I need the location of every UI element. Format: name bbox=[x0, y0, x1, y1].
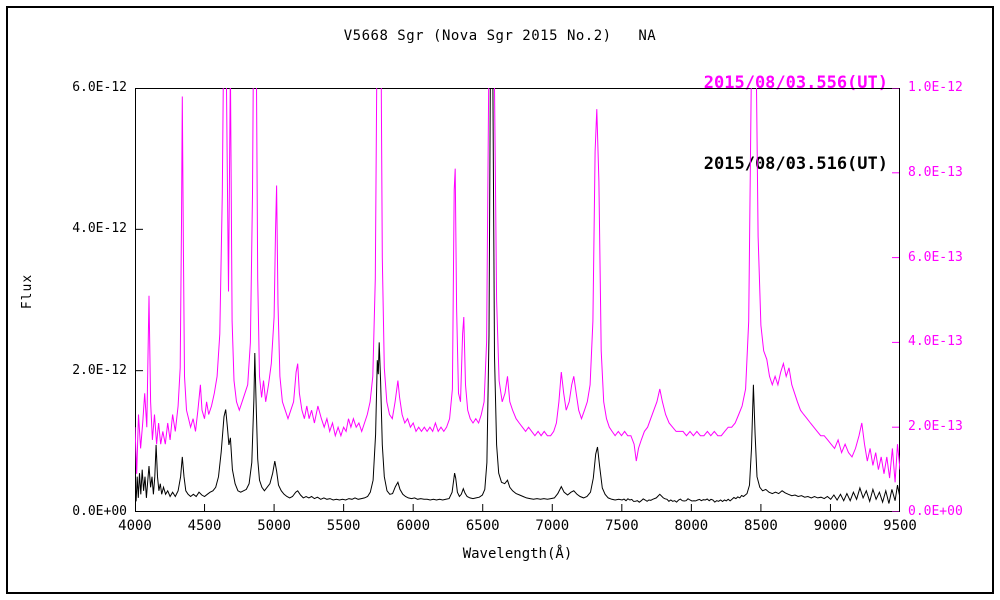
y-axis-label: Flux bbox=[20, 273, 36, 310]
x-axis-label: Wavelength(Å) bbox=[462, 546, 573, 562]
left-y-tick-label: 0.0E+00 bbox=[72, 504, 127, 519]
x-tick-label: 5000 bbox=[257, 518, 291, 534]
right-y-tick-label: 4.0E-13 bbox=[908, 334, 963, 350]
x-tick-label: 9000 bbox=[813, 518, 848, 534]
plot-border bbox=[135, 88, 900, 512]
x-tick-label: 8500 bbox=[744, 518, 778, 534]
x-tick-label: 8000 bbox=[674, 518, 709, 534]
x-tick-label: 4500 bbox=[187, 518, 222, 534]
x-tick-label: 7500 bbox=[604, 518, 639, 534]
left-y-tick-label: 4.0E-12 bbox=[72, 221, 127, 237]
x-tick-label: 4000 bbox=[118, 518, 152, 534]
right-y-tick-label: 0.0E+00 bbox=[908, 504, 963, 519]
right-y-tick-label: 8.0E-13 bbox=[908, 164, 963, 180]
spectrum-plot bbox=[135, 88, 900, 512]
x-tick-label: 9500 bbox=[883, 518, 917, 534]
spectrum-trace-black bbox=[135, 88, 900, 504]
left-y-tick-label: 2.0E-12 bbox=[72, 362, 127, 378]
x-tick-label: 6500 bbox=[465, 518, 500, 534]
right-y-tick-label: 6.0E-13 bbox=[908, 249, 963, 265]
spectrum-trace-magenta bbox=[135, 88, 900, 483]
left-y-tick-label: 6.0E-12 bbox=[72, 80, 127, 95]
right-y-tick-label: 1.0E-12 bbox=[908, 80, 963, 95]
x-tick-label: 5500 bbox=[326, 518, 361, 534]
date-label-black: 2015/08/03.516(UT) bbox=[703, 154, 888, 174]
x-tick-label: 6000 bbox=[396, 518, 431, 534]
right-y-tick-label: 2.0E-13 bbox=[908, 419, 963, 435]
x-tick-label: 7000 bbox=[535, 518, 570, 534]
chart-title: V5668 Sgr (Nova Sgr 2015 No.2) NA bbox=[343, 28, 657, 44]
